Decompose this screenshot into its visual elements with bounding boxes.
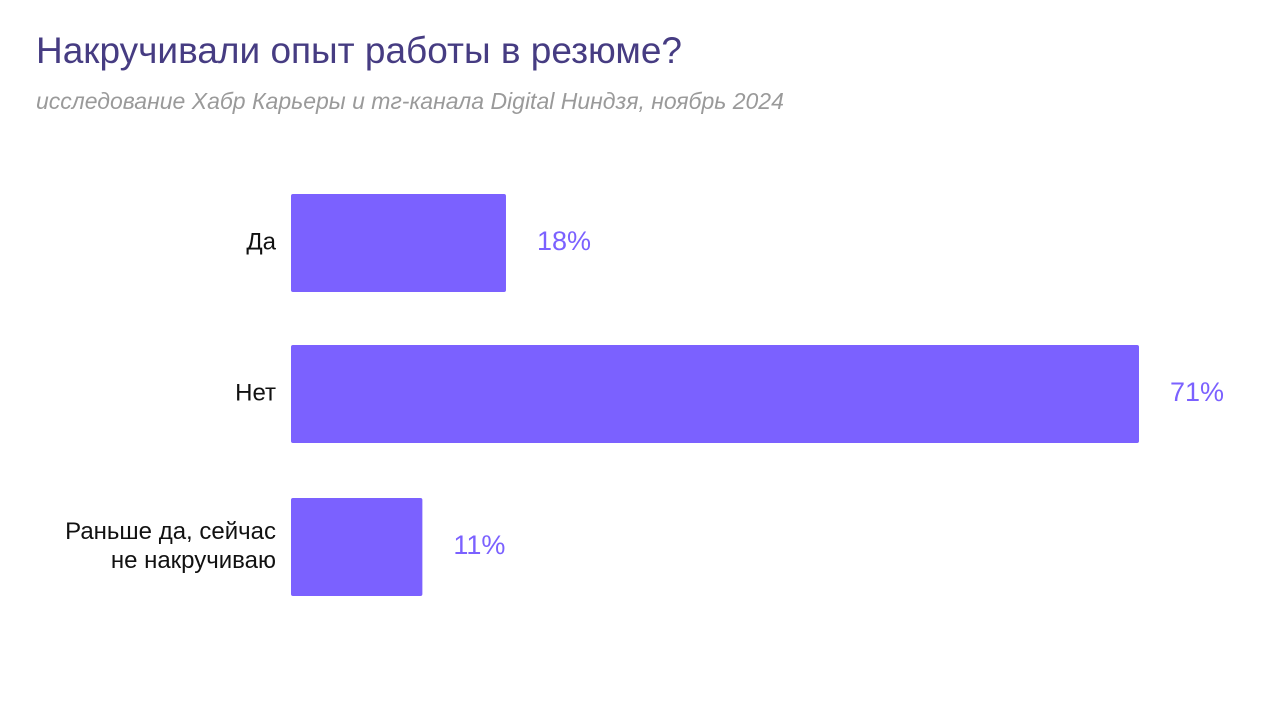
category-label-3: Раньше да, сейчас не накручиваю xyxy=(65,518,276,574)
chart-title: Накручивали опыт работы в резюме? xyxy=(36,30,682,71)
category-label-2: Нет xyxy=(235,379,276,406)
value-label-2: 71% xyxy=(1170,377,1224,407)
category-label-line: не накручиваю xyxy=(111,547,276,574)
bar-3 xyxy=(291,498,423,596)
category-label-line: Да xyxy=(246,228,276,255)
value-label-3: 11% xyxy=(453,530,505,560)
bar-1 xyxy=(291,194,506,292)
chart-subtitle: исследование Хабр Карьеры и тг-канала Di… xyxy=(36,88,784,114)
bar-2 xyxy=(291,345,1139,443)
category-label-1: Да xyxy=(246,228,276,255)
category-label-line: Нет xyxy=(235,379,276,406)
value-label-1: 18% xyxy=(537,226,591,256)
category-label-line: Раньше да, сейчас xyxy=(65,518,276,545)
